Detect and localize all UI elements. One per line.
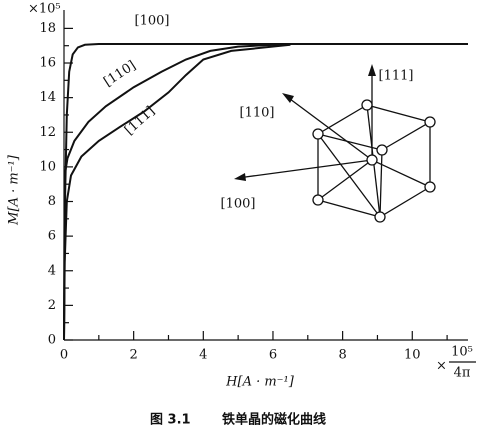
curve-label: [100] xyxy=(135,14,170,29)
y-tick-label: 6 xyxy=(48,229,56,244)
x-tick-label: 2 xyxy=(130,348,138,363)
magnetization-curve xyxy=(63,43,468,341)
x-tick-label: 4 xyxy=(199,348,207,363)
y-unit: ×10⁵ xyxy=(28,2,61,17)
x-unit-denominator: 4π xyxy=(454,366,471,381)
caption-text: 铁单晶的磁化曲线 xyxy=(221,412,326,428)
caption-number: 图 3.1 xyxy=(150,413,191,428)
direction-label: [110] xyxy=(240,106,275,121)
x-tick-label: 8 xyxy=(338,348,346,363)
direction-label: [100] xyxy=(221,197,256,212)
curve-label: [111] xyxy=(122,104,158,139)
y-tick-label: 4 xyxy=(48,263,56,278)
x-unit-prefix: × xyxy=(436,359,447,374)
y-tick-label: 16 xyxy=(39,56,56,71)
y-axis-label: M[A · m⁻¹] xyxy=(7,154,22,226)
y-tick-label: 12 xyxy=(39,125,56,140)
y-tick-label: 2 xyxy=(48,298,56,313)
x-tick-label: 6 xyxy=(269,348,277,363)
x-axis-label: H[A · m⁻¹] xyxy=(225,375,295,390)
y-tick-label: 18 xyxy=(39,21,56,36)
x-tick-label: 0 xyxy=(60,348,68,363)
y-tick-label: 8 xyxy=(48,194,56,209)
y-tick-label: 14 xyxy=(39,90,56,105)
curve-label: [110] xyxy=(101,58,138,90)
y-tick-label: 0 xyxy=(48,333,56,348)
magnetization-curve xyxy=(63,43,291,341)
cube-diagram xyxy=(234,64,436,223)
x-tick-label: 10 xyxy=(404,348,421,363)
x-unit-numerator: 10⁵ xyxy=(451,345,473,360)
y-tick-label: 10 xyxy=(39,159,56,174)
magnetization-curve xyxy=(63,43,291,341)
direction-label: [111] xyxy=(379,69,414,84)
